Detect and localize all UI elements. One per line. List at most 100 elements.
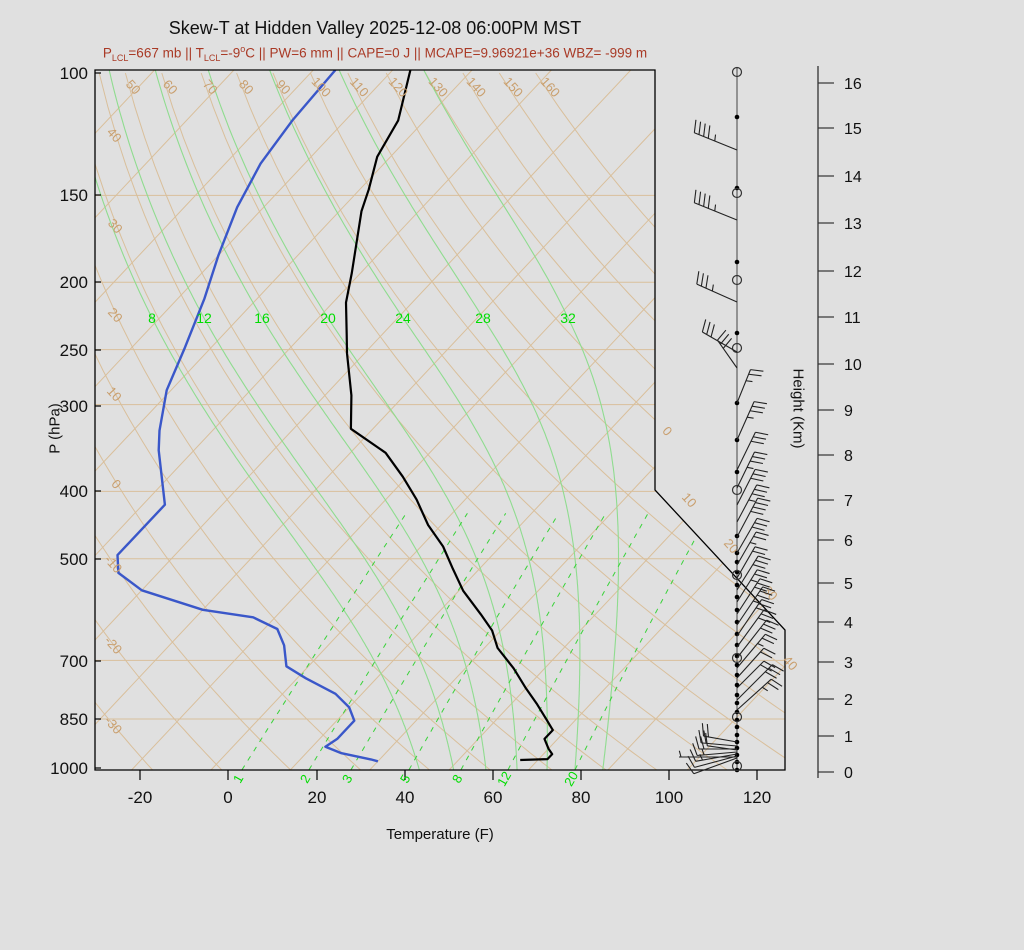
isotherm-label: 0 [659, 423, 675, 438]
dry-adiabat-line [124, 72, 660, 770]
wind-level-circle [731, 342, 743, 354]
isotherm-line [289, 70, 785, 770]
dry-adiabat-line [95, 72, 432, 770]
mixing-ratio-label: 3 [339, 772, 356, 786]
wind-level-circle [731, 760, 743, 772]
wind-level-dot [734, 724, 740, 730]
wind-level-dot [734, 732, 740, 738]
temperature-tick-label: 100 [655, 788, 683, 807]
wind-barb [736, 599, 775, 637]
page-title: Skew-T at Hidden Valley 2025-12-08 06:00… [168, 18, 582, 38]
wind-barb [736, 401, 768, 441]
dry-adiabat-line [95, 72, 363, 770]
dry-adiabat-line [498, 72, 785, 770]
moist-adiabat-label: 32 [560, 310, 576, 326]
dry-adiabat-line [161, 72, 730, 770]
wind-barb [736, 586, 776, 626]
isotherm-line [607, 70, 785, 770]
moist-adiabat-label: 8 [148, 310, 156, 326]
mixing-ratio-line [460, 513, 607, 770]
isotherm-line [95, 70, 552, 770]
moist-adiabat-line [207, 70, 518, 770]
isotherm-line [95, 70, 394, 770]
wind-barb [736, 517, 770, 554]
wind-barb [736, 431, 769, 471]
wind-level-dot [734, 582, 740, 588]
wind-barb [736, 497, 771, 538]
temperature-tick-label: 0 [223, 788, 232, 807]
dry-adiabat-line [272, 72, 785, 770]
dry-adiabat-line [425, 72, 785, 770]
dry-adiabat-line [347, 72, 785, 770]
dry-adiabat-label: 30 [105, 216, 126, 237]
wind-barb [736, 664, 784, 701]
dry-adiabat-label: 60 [160, 77, 181, 98]
wind-barb [736, 468, 768, 506]
height-tick-label: 0 [844, 765, 853, 782]
isotherm-line [95, 70, 711, 770]
height-tick-label: 3 [844, 655, 853, 672]
wind-level-dot [734, 700, 740, 706]
mixing-ratio-label: 12 [494, 769, 514, 789]
dry-adiabat-label: 140 [464, 74, 490, 100]
height-tick-label: 11 [844, 310, 861, 327]
dry-adiabat-label: 160 [538, 74, 564, 100]
wind-level-circle [731, 484, 743, 496]
wind-barb [717, 329, 738, 369]
height-tick-label: 6 [844, 533, 853, 550]
isotherm-line [95, 70, 473, 770]
wind-barb [736, 633, 778, 669]
pressure-tick-label: 500 [60, 550, 88, 569]
temperature-tick-label: 120 [743, 788, 771, 807]
dry-adiabat-line [98, 72, 609, 770]
mixing-ratio-line [574, 513, 710, 770]
isotherm-line [528, 70, 785, 770]
temperature-curve [344, 70, 554, 762]
dry-adiabat-label: -30 [101, 713, 125, 737]
dry-adiabat-line [95, 72, 293, 770]
mixing-ratio-label: 20 [561, 769, 581, 789]
plot-frame [94, 69, 786, 771]
pressure-tick-label: 250 [60, 341, 88, 360]
wind-barb [705, 732, 738, 751]
sounding-parameters-line: PLCL=667 mb || TLCL=-9oC || PW=6 mm || C… [102, 44, 648, 64]
dry-adiabat-line [95, 72, 224, 770]
pressure-tick-label: 300 [60, 397, 88, 416]
wind-barb [693, 119, 738, 151]
wind-barb [693, 189, 738, 221]
mixing-ratio-line [350, 513, 507, 770]
wind-barb [736, 451, 768, 489]
mixing-ratio-label: 8 [449, 772, 466, 786]
dry-adiabat-label: 10 [104, 384, 125, 405]
isotherm-line [131, 70, 785, 770]
moist-adiabat-line [338, 70, 581, 770]
dry-adiabat-line [462, 72, 785, 770]
pressure-axis-label: P (hPa) [46, 403, 64, 454]
height-tick-label: 1 [844, 729, 853, 746]
temperature-axis-label: Temperature (F) [386, 826, 494, 843]
wind-barb [736, 484, 770, 523]
pressure-tick-label: 200 [60, 273, 88, 292]
mixing-ratio-line [408, 513, 560, 770]
height-axis-label: Height (Km) [789, 368, 807, 449]
wind-barb [685, 757, 738, 775]
moist-adiabat-line [423, 70, 620, 770]
dry-adiabat-label: 0 [108, 476, 124, 491]
dry-adiabat-label: 50 [123, 77, 144, 98]
wind-barb [736, 546, 768, 579]
mixing-ratio-label: 2 [297, 772, 314, 786]
wind-barb [696, 271, 738, 303]
mixing-ratio-label: 1 [230, 772, 247, 786]
isotherm-label: 10 [679, 490, 700, 511]
wind-level-dot [734, 330, 740, 336]
wind-barb [701, 319, 738, 353]
moist-adiabat-line [269, 70, 548, 770]
dry-adiabat-line [385, 72, 785, 770]
wind-level-circle [731, 274, 743, 286]
temperature-tick-label: -20 [128, 788, 153, 807]
dry-adiabat-line [200, 72, 785, 770]
wind-level-circle [731, 187, 743, 199]
height-tick-label: 5 [844, 576, 853, 593]
